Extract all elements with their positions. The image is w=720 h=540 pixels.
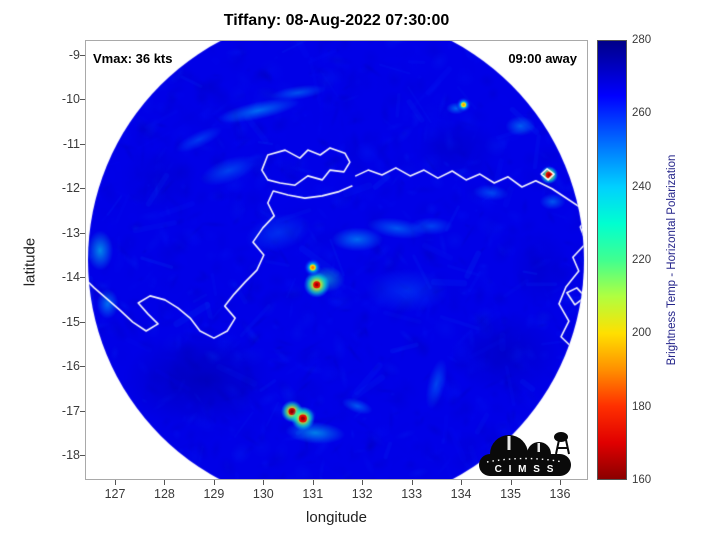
y-tick-mark	[80, 277, 85, 279]
y-axis-label: latitude	[21, 237, 39, 287]
plot-title: Tiffany: 08-Aug-2022 07:30:00	[223, 12, 450, 29]
x-tick-mark	[461, 480, 463, 485]
x-tick-mark	[115, 480, 116, 485]
x-tick-label: 135	[500, 487, 521, 501]
y-tick-label: -17	[61, 403, 80, 418]
y-tick-mark	[80, 410, 85, 412]
y-tick-label: -12	[61, 181, 80, 196]
y-tick-label: -18	[61, 447, 80, 462]
x-tick-label: 136	[549, 487, 571, 501]
x-tick-label: 129	[203, 487, 225, 501]
y-tick-mark	[80, 99, 85, 101]
y-tick-mark	[80, 143, 85, 145]
colorbar-label: Brightness Temp - Horizontal Polarizatio…	[666, 154, 678, 366]
colorbar-tick-label: 280	[632, 34, 652, 46]
x-tick-label: 128	[154, 487, 175, 501]
colorbar-tick-label: 240	[632, 180, 652, 193]
x-tick-mark	[411, 480, 413, 485]
x-tick-label: 131	[302, 487, 324, 501]
y-tick-label: -9	[68, 48, 80, 62]
x-tick-mark	[362, 480, 364, 485]
satellite-swath-canvas	[85, 40, 588, 480]
colorbar-tick-label: 260	[632, 107, 652, 120]
y-tick-label: -13	[61, 225, 80, 240]
x-tick-mark	[213, 480, 215, 485]
y-tick-mark	[80, 188, 85, 190]
y-tick-label: -14	[61, 270, 80, 285]
x-tick-label: 133	[401, 487, 423, 501]
water-tower-legs-icon	[555, 439, 570, 455]
y-tick-mark	[80, 55, 85, 56]
y-axis-tick-labels: -9 -10 -11 -12 -13 -14 -15 -16 -17 -18	[44, 0, 80, 540]
logo-text: C I M S S	[495, 464, 556, 475]
colorbar	[597, 40, 627, 480]
overpass-annotation: 09:00 away	[508, 51, 577, 66]
x-tick-label: 132	[351, 487, 373, 501]
y-tick-mark	[80, 454, 85, 456]
x-axis-label: longitude	[306, 509, 367, 526]
cimss-logo: C I M S S	[479, 432, 571, 476]
colorbar-tick-label: 220	[632, 254, 652, 266]
y-tick-label: -10	[61, 92, 80, 107]
colorbar-tick-label: 180	[632, 400, 652, 413]
x-tick-mark	[510, 480, 512, 485]
y-tick-label: -15	[61, 314, 80, 329]
small-dome-slit-icon	[537, 443, 540, 452]
x-tick-label: 127	[104, 487, 126, 501]
dome-slit-icon	[507, 436, 511, 450]
y-tick-label: -11	[62, 136, 80, 151]
x-tick-label: 130	[252, 487, 274, 501]
colorbar-tick-label: 200	[632, 327, 652, 340]
colorbar-tick-labels: 280 260 240 220 200 180 160	[632, 34, 672, 486]
x-tick-mark	[559, 480, 561, 485]
y-tick-label: -16	[61, 359, 80, 374]
x-tick-mark	[164, 480, 166, 485]
x-axis-tick-labels: 127 128 129 130 131 132 133 134 135 136	[0, 487, 720, 505]
y-tick-mark	[80, 366, 85, 368]
y-tick-mark	[80, 321, 85, 323]
x-tick-mark	[263, 480, 265, 485]
water-tower-icon	[554, 432, 568, 442]
y-tick-mark	[80, 232, 85, 234]
x-tick-label: 134	[450, 487, 472, 501]
x-tick-mark	[312, 480, 314, 485]
vmax-annotation: Vmax: 36 kts	[93, 51, 173, 66]
colorbar-tick-label: 160	[632, 474, 652, 486]
